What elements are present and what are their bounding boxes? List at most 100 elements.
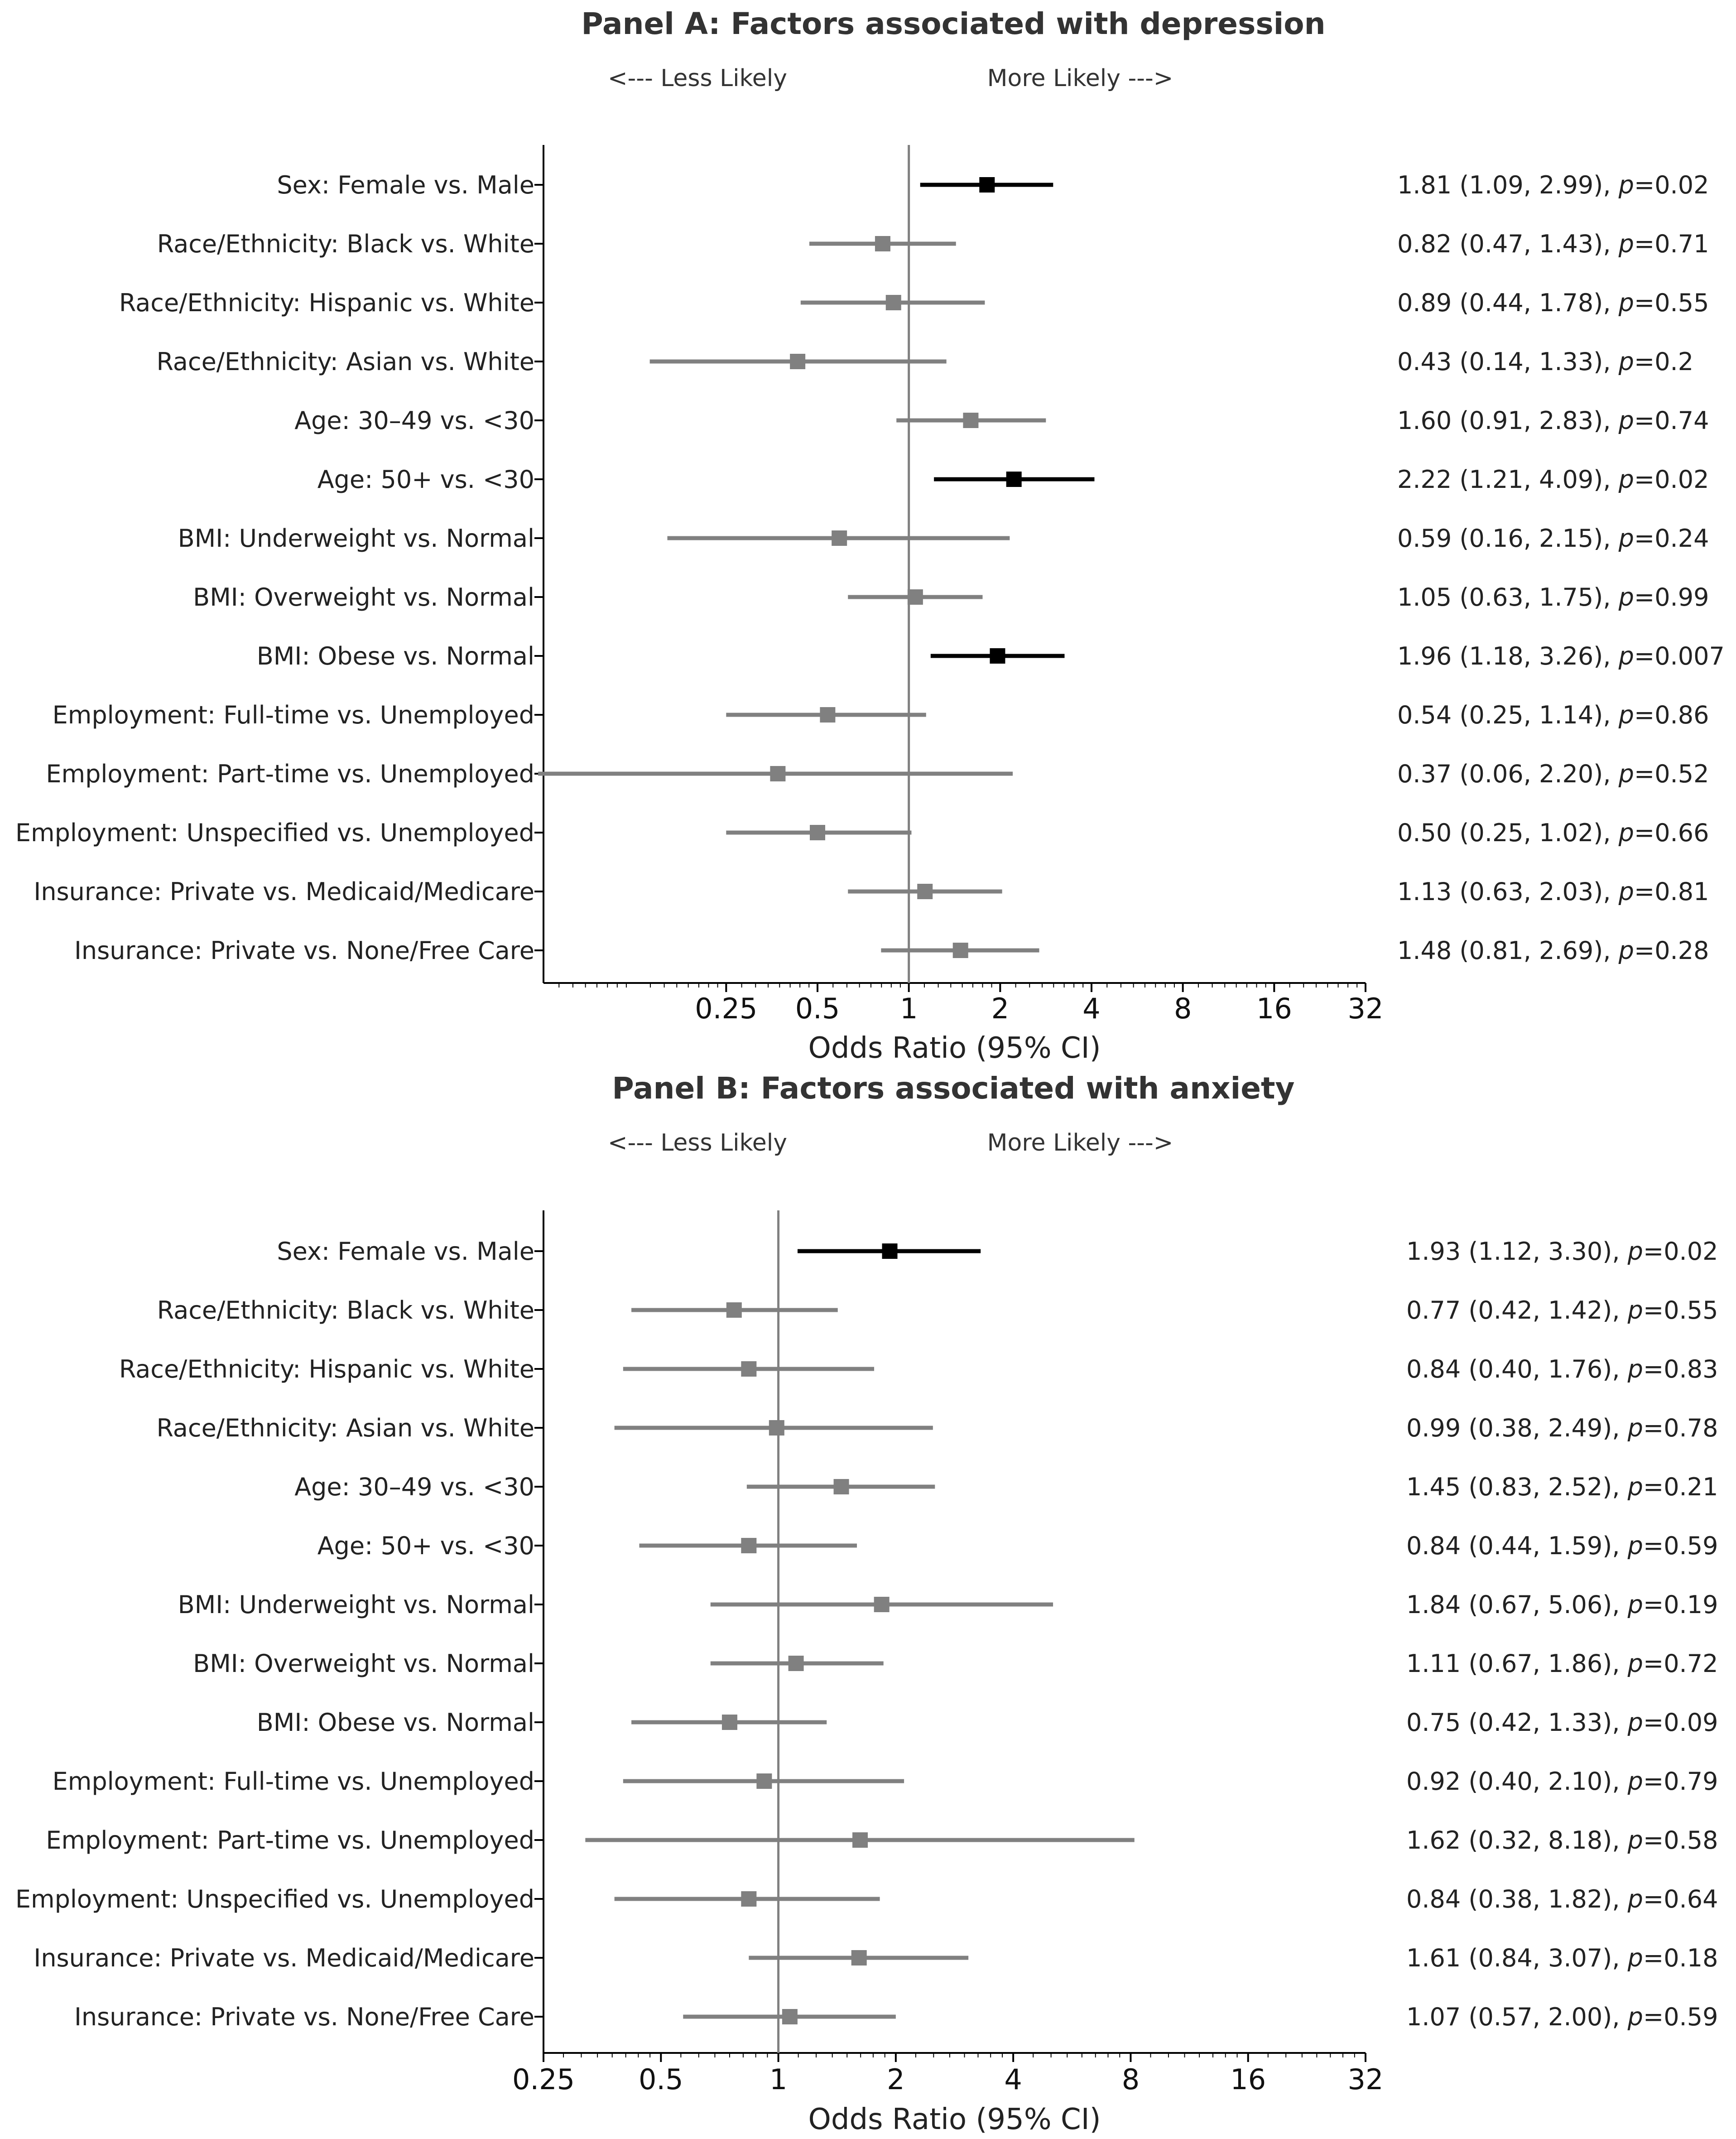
ci-annotation: 1.45 (0.83, 2.52), p=0.21 — [1406, 1473, 1718, 1501]
p-symbol: p — [1618, 289, 1634, 317]
forest-row: Age: 30–49 vs. <30 1.60 (0.91, 2.83), p=0… — [294, 406, 1709, 435]
odds-ratio-marker — [741, 1891, 757, 1907]
ci-annotation: 0.59 (0.16, 2.15), p=0.24 — [1397, 524, 1709, 553]
p-equals: = — [1643, 1532, 1664, 1560]
p-symbol: p — [1627, 1767, 1643, 1796]
x-tick-label: 2 — [991, 992, 1009, 1025]
forest-row: Race/Ethnicity: Asian vs. White 0.99 (0.3… — [156, 1414, 1718, 1442]
p-symbol: p — [1627, 1649, 1643, 1678]
p-value: 0.74 — [1654, 406, 1709, 435]
forest-row: Race/Ethnicity: Hispanic vs. White 0.89 (… — [119, 289, 1709, 317]
ci-annotation: 0.37 (0.06, 2.20), p=0.52 — [1397, 760, 1709, 788]
row-label: Employment: Unspecified vs. Unemployed — [15, 1885, 534, 1913]
row-label: Sex: Female vs. Male — [277, 1237, 534, 1266]
ci-text: 0.99 (0.38, 2.49), — [1406, 1414, 1628, 1442]
row-label: Sex: Female vs. Male — [277, 171, 534, 199]
ci-text: 0.37 (0.06, 2.20), — [1397, 760, 1619, 788]
p-equals: = — [1634, 583, 1654, 612]
ci-text: 0.43 (0.14, 1.33), — [1397, 347, 1619, 376]
p-value: 0.86 — [1654, 701, 1709, 729]
x-tick-label: 16 — [1230, 2063, 1266, 2096]
odds-ratio-marker — [1006, 472, 1022, 487]
ci-annotation: 2.22 (1.21, 4.09), p=0.02 — [1397, 465, 1709, 494]
ci-annotation: 0.99 (0.38, 2.49), p=0.78 — [1406, 1414, 1718, 1442]
ci-annotation: 1.60 (0.91, 2.83), p=0.74 — [1397, 406, 1709, 435]
p-equals: = — [1634, 406, 1654, 435]
p-equals: = — [1643, 1826, 1664, 1855]
ci-text: 1.11 (0.67, 1.86), — [1406, 1649, 1628, 1678]
row-label: Age: 50+ vs. <30 — [317, 465, 534, 494]
p-symbol: p — [1618, 877, 1634, 906]
ci-text: 0.75 (0.42, 1.33), — [1406, 1708, 1628, 1737]
p-symbol: p — [1627, 1473, 1643, 1501]
ci-annotation: 1.61 (0.84, 3.07), p=0.18 — [1406, 1944, 1718, 1972]
x-axis-label: Odds Ratio (95% CI) — [808, 1031, 1101, 1065]
ci-annotation: 1.96 (1.18, 3.26), p=0.007 — [1397, 642, 1725, 670]
ci-text: 1.93 (1.12, 3.30), — [1406, 1237, 1628, 1266]
row-label: Insurance: Private vs. None/Free Care — [74, 936, 534, 965]
p-symbol: p — [1618, 347, 1634, 376]
odds-ratio-marker — [770, 766, 786, 781]
forest-row: Race/Ethnicity: Black vs. White 0.82 (0.4… — [157, 230, 1709, 258]
odds-ratio-marker — [782, 2009, 798, 2024]
p-value: 0.78 — [1664, 1414, 1718, 1442]
p-equals: = — [1634, 171, 1654, 199]
forest-row: Employment: Full-time vs. Unemployed 0.54… — [53, 701, 1709, 729]
ci-text: 1.48 (0.81, 2.69), — [1397, 936, 1619, 965]
row-label: Insurance: Private vs. Medicaid/Medicare — [34, 877, 534, 906]
p-value: 0.58 — [1664, 1826, 1718, 1855]
forest-row: BMI: Underweight vs. Normal 1.84 (0.67, 5… — [178, 1590, 1718, 1619]
odds-ratio-marker — [875, 236, 890, 251]
forest-row: Sex: Female vs. Male 1.93 (1.12, 3.30), p… — [277, 1237, 1718, 1266]
odds-ratio-marker — [979, 177, 995, 193]
row-label: Employment: Part-time vs. Unemployed — [46, 1826, 534, 1855]
p-equals: = — [1643, 1885, 1664, 1913]
forest-row: Race/Ethnicity: Asian vs. White 0.43 (0.1… — [156, 347, 1693, 376]
p-equals: = — [1634, 465, 1654, 494]
p-symbol: p — [1627, 1355, 1643, 1383]
row-label: Race/Ethnicity: Black vs. White — [157, 230, 534, 258]
p-symbol: p — [1627, 1826, 1643, 1855]
x-tick-label: 32 — [1348, 2063, 1384, 2096]
p-symbol: p — [1618, 936, 1634, 965]
ci-annotation: 0.43 (0.14, 1.33), p=0.2 — [1397, 347, 1693, 376]
ci-annotation: 1.48 (0.81, 2.69), p=0.28 — [1397, 936, 1709, 965]
p-value: 0.02 — [1654, 465, 1709, 494]
x-tick-label: 8 — [1174, 992, 1192, 1025]
ci-text: 2.22 (1.21, 4.09), — [1397, 465, 1619, 494]
forest-row: BMI: Overweight vs. Normal 1.11 (0.67, 1.… — [193, 1649, 1718, 1678]
p-symbol: p — [1627, 1532, 1643, 1560]
odds-ratio-marker — [721, 1715, 737, 1730]
odds-ratio-marker — [907, 589, 923, 605]
odds-ratio-marker — [741, 1361, 757, 1377]
forest-row: BMI: Overweight vs. Normal 1.05 (0.63, 1.… — [193, 583, 1709, 612]
p-symbol: p — [1618, 465, 1634, 494]
ci-annotation: 1.13 (0.63, 2.03), p=0.81 — [1397, 877, 1709, 906]
forest-row: BMI: Obese vs. Normal 0.75 (0.42, 1.33), … — [257, 1708, 1718, 1737]
p-symbol: p — [1627, 2003, 1643, 2031]
direction-left-label: <--- Less Likely — [608, 65, 787, 92]
p-equals: = — [1634, 760, 1654, 788]
forest-row: Employment: Full-time vs. Unemployed 0.92… — [53, 1767, 1718, 1796]
panel-a: Panel A: Factors associated with depress… — [15, 6, 1725, 1065]
ci-text: 1.13 (0.63, 2.03), — [1397, 877, 1619, 906]
ci-text: 0.54 (0.25, 1.14), — [1397, 701, 1619, 729]
forest-row: Insurance: Private vs. Medicaid/Medicare… — [34, 877, 1709, 906]
ci-text: 0.82 (0.47, 1.43), — [1397, 230, 1619, 258]
ci-annotation: 0.54 (0.25, 1.14), p=0.86 — [1397, 701, 1709, 729]
p-symbol: p — [1618, 701, 1634, 729]
x-tick-label: 32 — [1348, 992, 1384, 1025]
odds-ratio-marker — [851, 1950, 867, 1966]
panel-title: Panel A: Factors associated with depress… — [581, 6, 1325, 41]
forest-row: Insurance: Private vs. None/Free Care 1.4… — [74, 936, 1709, 965]
row-label: BMI: Underweight vs. Normal — [178, 1590, 534, 1619]
p-value: 0.2 — [1654, 347, 1693, 376]
p-equals: = — [1643, 1296, 1664, 1325]
row-label: Employment: Full-time vs. Unemployed — [53, 1767, 534, 1796]
ci-text: 0.84 (0.38, 1.82), — [1406, 1885, 1628, 1913]
p-value: 0.66 — [1654, 819, 1709, 847]
ci-text: 0.84 (0.44, 1.59), — [1406, 1532, 1628, 1560]
p-value: 0.72 — [1664, 1649, 1718, 1678]
x-tick-label: 2 — [887, 2063, 904, 2096]
forest-row: Insurance: Private vs. Medicaid/Medicare… — [34, 1944, 1718, 1972]
